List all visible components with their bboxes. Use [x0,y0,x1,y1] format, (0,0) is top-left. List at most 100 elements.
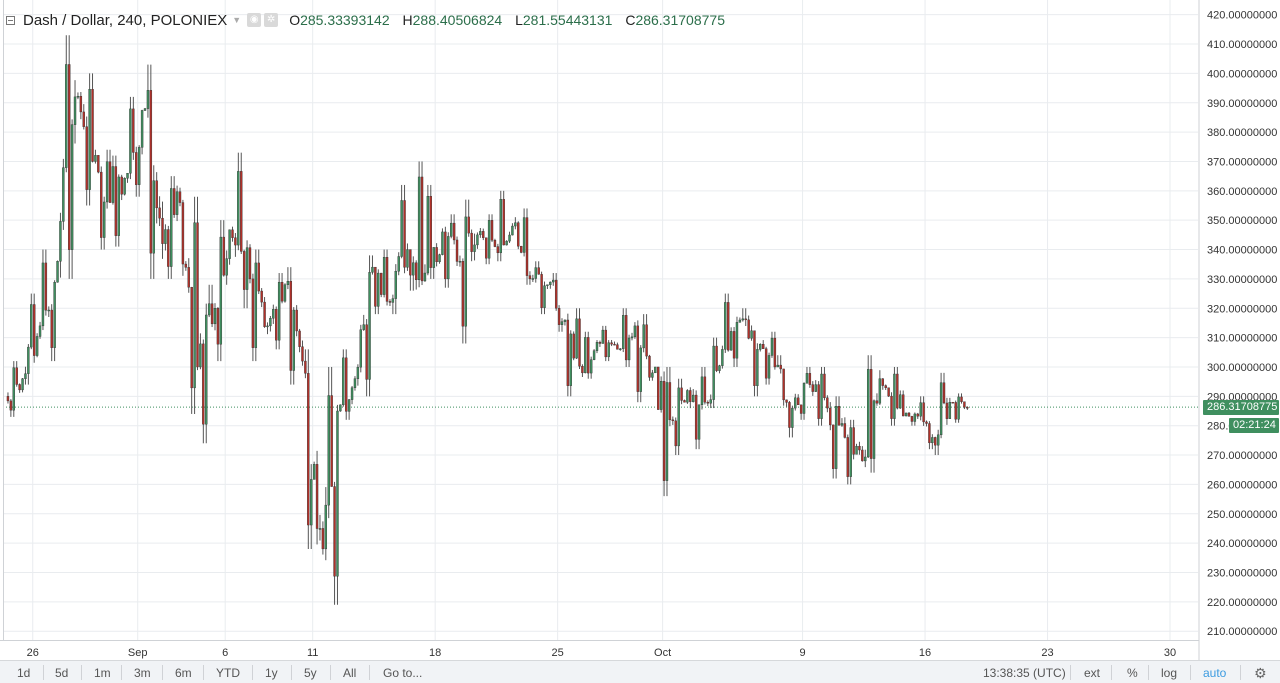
candle [846,434,849,485]
candle [922,396,925,426]
candle-body [377,272,380,307]
y-tick-label: 420.00000000 [1207,10,1277,22]
candle [129,96,132,180]
candle-body [569,333,572,386]
candle-body [872,400,876,459]
candle-body [94,155,97,162]
candle-body [100,171,103,238]
auto-scale-toggle[interactable]: auto [1203,666,1227,680]
goto-date-button[interactable]: Go to... [383,666,423,680]
candle [12,361,15,417]
range-5d-button[interactable]: 5d [55,666,69,680]
range-5y-button[interactable]: 5y [304,666,317,680]
grid-layer [3,0,1198,640]
candle-body [540,274,543,308]
settings-mini-icon[interactable]: ✲ [264,13,279,27]
candle-body [875,400,879,404]
candle-body [528,275,532,280]
range-6m-button[interactable]: 6m [175,666,192,680]
candle [307,349,310,549]
symbol-title[interactable]: Dash / Dollar, 240, POLONIEX [23,11,228,29]
candle [893,366,896,426]
candle-body [394,271,397,299]
candle-body [496,246,500,254]
candle [776,355,779,368]
candle [727,293,730,352]
candlestick-chart[interactable]: 420.00000000 410.00000000 400.00000000 390.… [0,0,1280,660]
candle-body [732,331,736,359]
candle-body [27,346,30,374]
candle-body [415,262,418,281]
candle-body [432,247,435,268]
candle [155,172,158,224]
candle-body [832,424,835,469]
candle-body [794,397,797,409]
candle-body [225,258,228,276]
candle-body [318,528,322,530]
candle [511,223,514,236]
candle [858,441,861,455]
candle [114,155,118,247]
candle [120,174,123,201]
chevron-down-icon[interactable]: ▼ [232,15,242,25]
candle-body [683,400,686,403]
candle-body [359,329,363,368]
candle [380,272,383,298]
gear-icon[interactable]: ⚙ [1254,665,1267,681]
candle [662,371,666,497]
ext-hours-toggle[interactable]: ext [1084,666,1101,680]
candle [449,214,453,239]
candle-layer [6,35,969,605]
candle-body [703,376,707,403]
candle [875,393,879,406]
candle [76,92,80,100]
candle [654,366,657,374]
candle-body [584,337,587,374]
candle-body [925,421,928,424]
candle-body [893,373,896,419]
candle [21,378,24,393]
candle [522,208,526,257]
candle-body [298,330,301,347]
candle-body [79,96,83,113]
candle-body [546,284,549,286]
candle [91,73,94,163]
candle [966,406,969,410]
range-1y-button[interactable]: 1y [265,666,278,680]
candle-body [519,246,523,253]
range-1d-button[interactable]: 1d [17,666,31,680]
log-scale-toggle[interactable]: log [1161,666,1178,680]
range-1m-button[interactable]: 1m [94,666,111,680]
candle [397,252,400,276]
candle-body [140,110,144,148]
eye-icon[interactable]: ◉ [247,13,262,27]
candle [721,345,724,369]
candle-body [878,378,882,404]
candle [502,190,505,246]
y-tick-label: 270.00000000 [1207,450,1277,462]
candle-body [642,324,645,349]
candle [534,261,537,283]
candle-body [368,272,371,380]
utc-clock[interactable]: 13:38:35 (UTC) [983,666,1066,680]
candle-body [581,365,584,374]
candle [400,184,403,259]
candle [589,356,593,379]
collapse-icon[interactable] [6,15,15,25]
candle [724,293,727,353]
candle-body [295,309,298,332]
range-ytd-button[interactable]: YTD [216,666,240,680]
candle-body [240,171,243,252]
candle-body [508,234,511,242]
range-3m-button[interactable]: 3m [134,666,151,680]
candle [805,366,809,384]
candle-body [756,349,759,386]
ohlc-readout: O285.33393142 H288.40506824 L281.5544313… [289,12,734,28]
range-all-button[interactable]: All [343,666,357,680]
candle [27,344,30,385]
candle-body [762,344,765,349]
candle-body [257,262,260,292]
candle-body [587,337,590,374]
percent-scale-toggle[interactable]: % [1127,666,1138,680]
